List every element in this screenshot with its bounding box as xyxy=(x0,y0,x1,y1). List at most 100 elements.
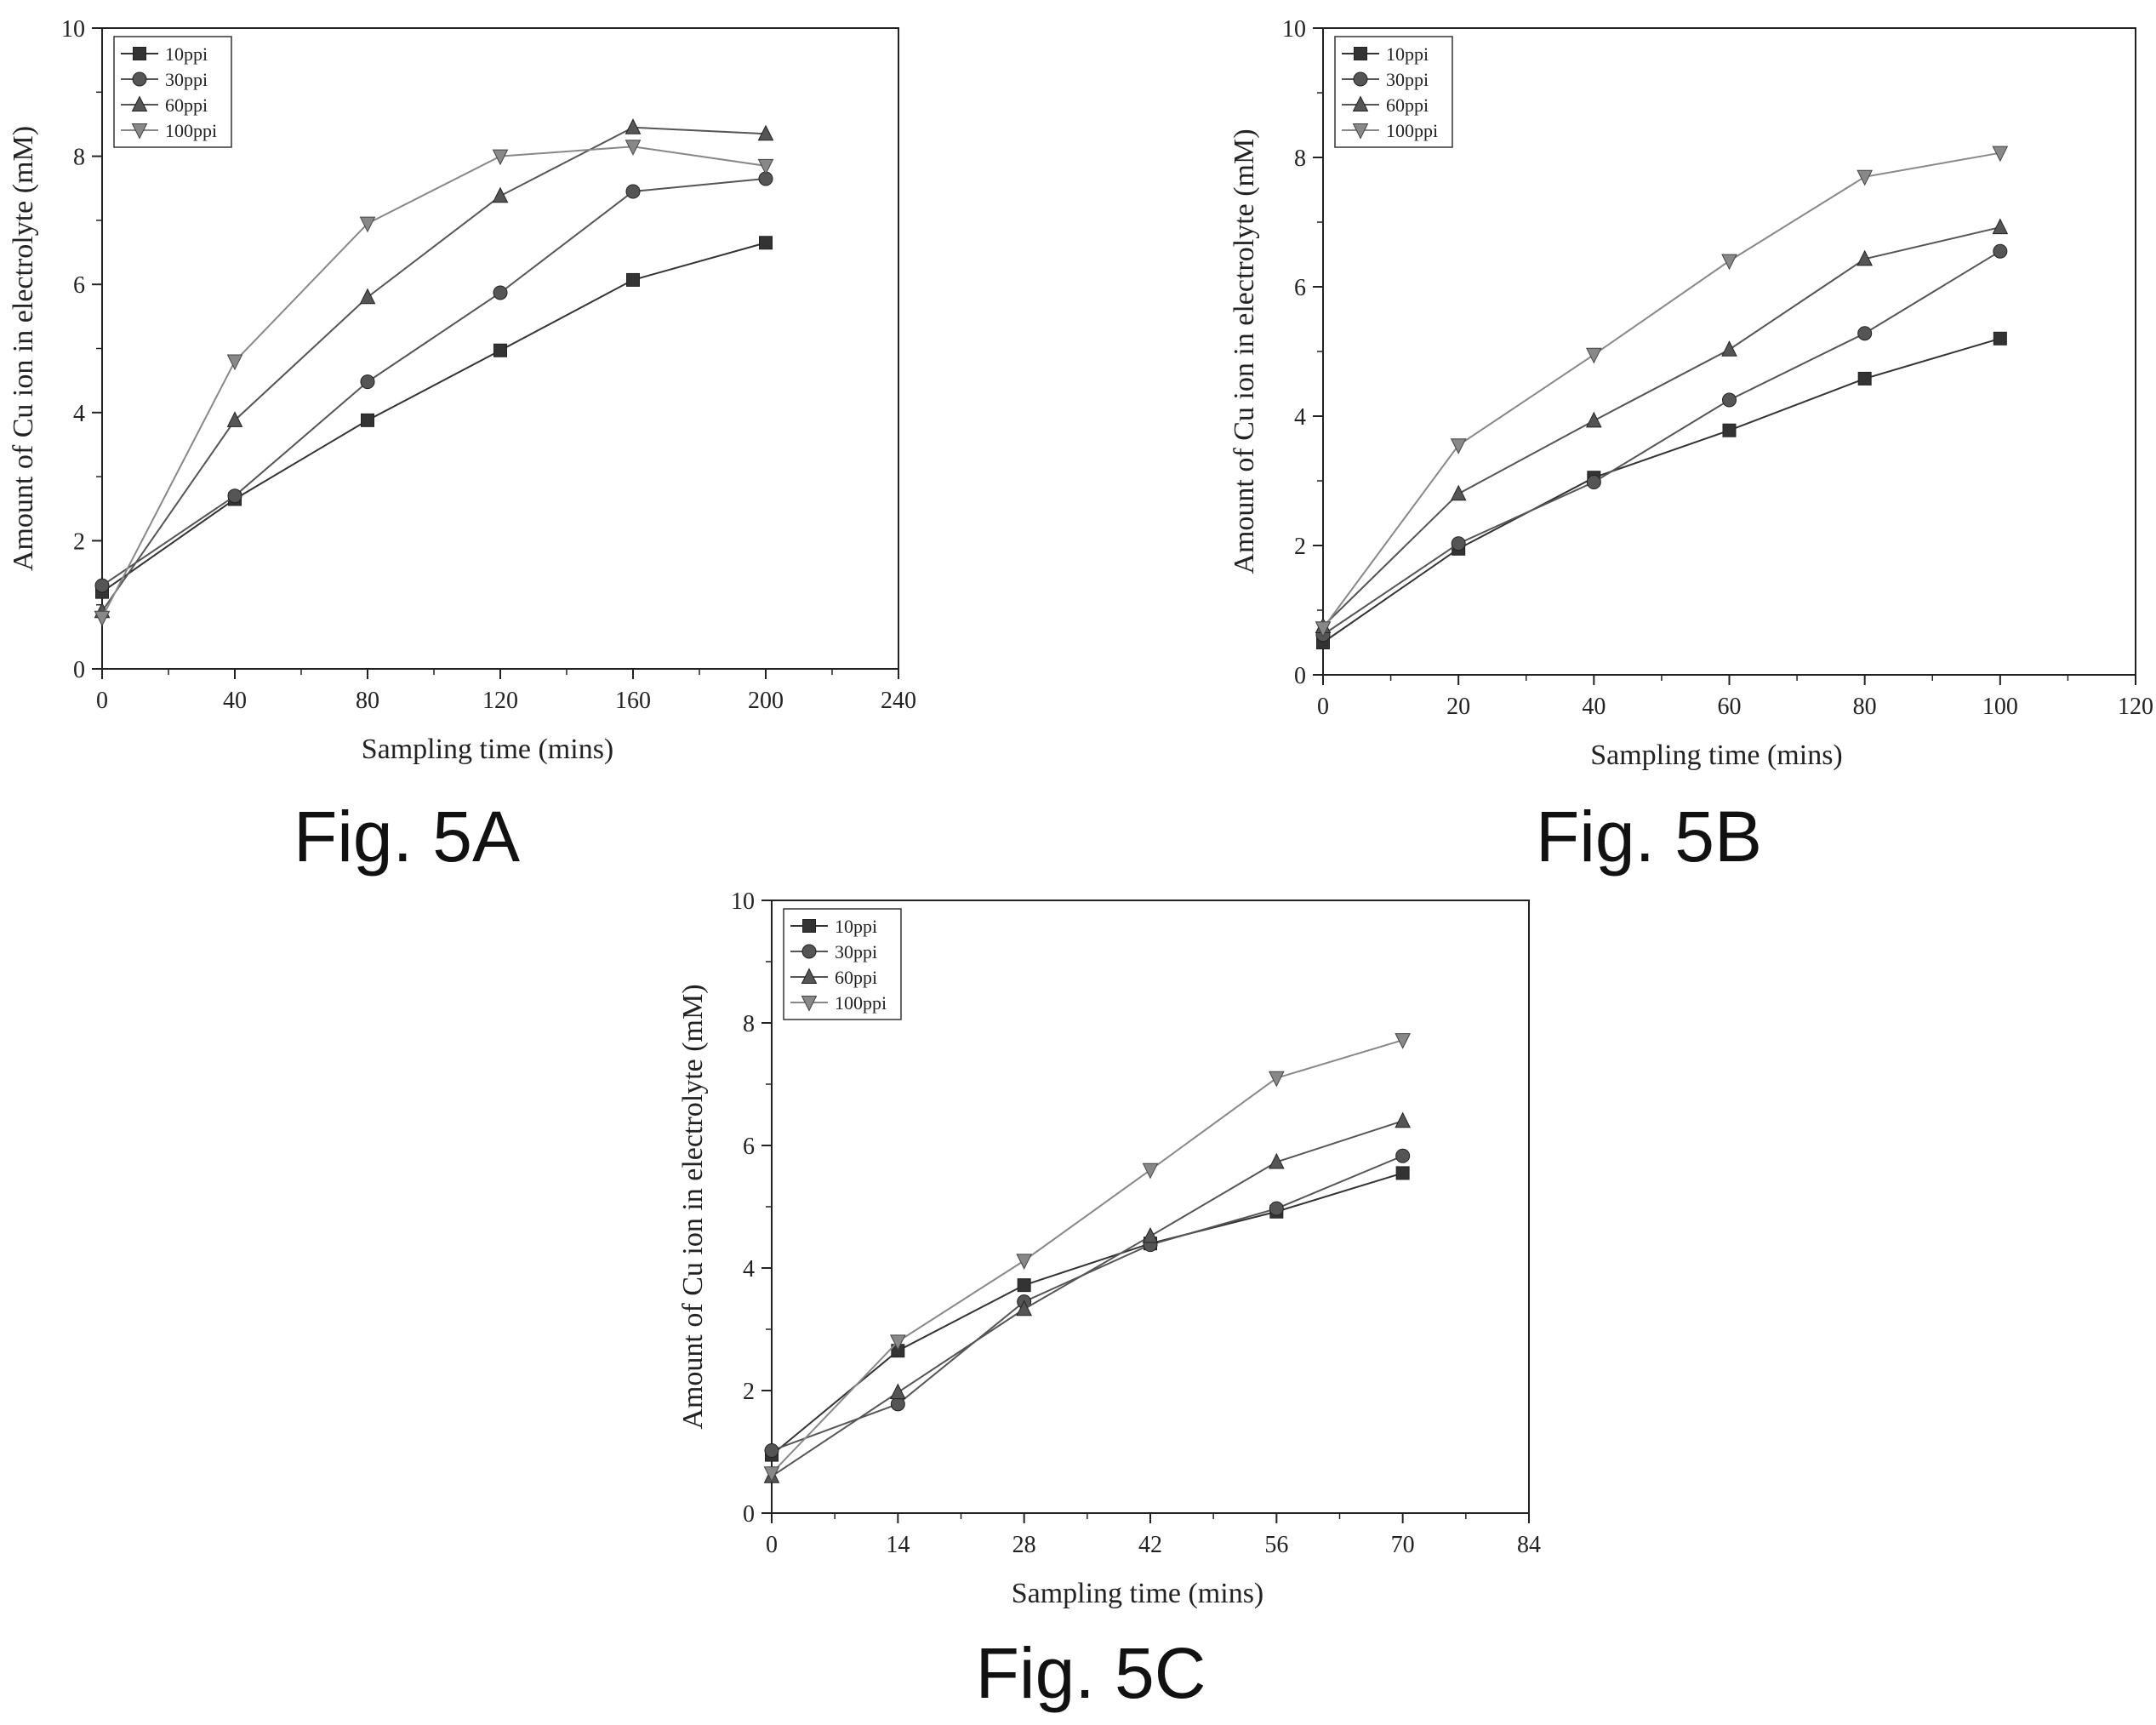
series-line-30ppi xyxy=(771,1155,1404,1452)
data-point-10ppi xyxy=(759,236,773,250)
legend-label: 30ppi xyxy=(1386,69,1429,90)
y-tick-label: 8 xyxy=(73,145,85,171)
data-point-100ppi xyxy=(1142,1162,1159,1180)
legend-label: 30ppi xyxy=(165,69,208,90)
data-point-10ppi xyxy=(493,343,507,357)
y-tick-label: 2 xyxy=(743,1379,755,1405)
y-tick-label: 4 xyxy=(743,1256,755,1282)
legend-label: 100ppi xyxy=(165,120,217,141)
legend-marker xyxy=(133,47,146,60)
legend-marker xyxy=(132,71,147,87)
series-line-10ppi xyxy=(101,242,767,593)
data-point-100ppi xyxy=(1016,1254,1032,1270)
legend-marker xyxy=(801,944,817,959)
chart-panel: 0 20 40 60 80 100 120 0 2 4 6 8 10 Sampling time (min… xyxy=(1229,16,2153,771)
legend-marker xyxy=(1352,95,1369,111)
data-point-30ppi xyxy=(227,488,242,504)
data-point-10ppi xyxy=(1857,371,1872,386)
data-point-100ppi xyxy=(1269,1071,1285,1088)
x-tick-label: 56 xyxy=(1264,1532,1288,1558)
legend-label: 60ppi xyxy=(1386,94,1429,116)
legend-marker xyxy=(1353,71,1368,87)
y-tick-label: 6 xyxy=(73,272,85,299)
y-tick-label: 0 xyxy=(1294,663,1306,689)
x-tick-label: 20 xyxy=(1446,694,1470,720)
data-point-60ppi xyxy=(1992,218,2009,235)
data-point-30ppi xyxy=(890,1397,905,1412)
y-tick-label: 2 xyxy=(73,528,85,555)
data-point-100ppi xyxy=(1586,347,1602,364)
data-point-100ppi xyxy=(1450,438,1467,454)
data-point-30ppi xyxy=(1269,1201,1284,1216)
series-line-30ppi xyxy=(1322,250,2001,636)
x-tick-label: 60 xyxy=(1718,694,1742,720)
x-tick-label: 0 xyxy=(96,688,108,714)
y-tick-label: 8 xyxy=(1294,146,1306,172)
y-tick-label: 10 xyxy=(61,16,85,43)
x-axis-label: Sampling time (mins) xyxy=(1590,740,1843,771)
x-tick-label: 14 xyxy=(886,1532,910,1558)
data-point-100ppi xyxy=(1857,169,1873,186)
data-point-100ppi xyxy=(757,158,774,175)
data-point-100ppi xyxy=(1395,1033,1411,1049)
y-tick-label: 10 xyxy=(731,888,755,915)
data-point-30ppi xyxy=(764,1443,779,1459)
data-point-30ppi xyxy=(1857,326,1873,341)
chart-panel: 0 40 80 120 160 200 240 0 2 4 6 8 10 Sampling time (m… xyxy=(8,16,916,765)
data-point-30ppi xyxy=(360,374,375,390)
y-tick-label: 8 xyxy=(743,1011,755,1037)
data-point-60ppi xyxy=(1269,1152,1285,1169)
x-tick-label: 80 xyxy=(356,688,379,714)
data-point-60ppi xyxy=(1395,1111,1411,1128)
legend-label: 60ppi xyxy=(165,94,208,116)
legend-marker xyxy=(801,968,818,984)
data-point-30ppi xyxy=(94,578,110,593)
y-tick-label: 2 xyxy=(1294,534,1306,560)
figure-caption: Fig. 5C xyxy=(976,1633,1206,1713)
data-point-100ppi xyxy=(1992,146,2009,163)
data-point-60ppi xyxy=(1450,484,1467,501)
data-point-60ppi xyxy=(1721,340,1737,357)
data-point-30ppi xyxy=(625,184,641,199)
x-tick-label: 0 xyxy=(766,1532,778,1558)
x-axis-label: Sampling time (mins) xyxy=(1012,1578,1264,1609)
data-point-100ppi xyxy=(226,354,243,371)
legend-label: 30ppi xyxy=(835,941,877,962)
x-tick-label: 28 xyxy=(1012,1532,1036,1558)
legend-label: 100ppi xyxy=(835,992,887,1014)
y-tick-label: 0 xyxy=(73,657,85,683)
chart-panel: 0 14 28 42 56 70 84 0 2 4 6 8 10 Sampling time (mins)… xyxy=(677,888,1541,1609)
data-point-30ppi xyxy=(1993,243,2008,259)
data-point-100ppi xyxy=(1315,621,1332,637)
y-axis-label: Amount of Cu ion in electrolyte (mM) xyxy=(677,984,709,1429)
x-tick-label: 84 xyxy=(1517,1532,1541,1558)
data-point-60ppi xyxy=(492,186,509,203)
y-axis-label: Amount of Cu ion in electrolyte (mM) xyxy=(8,126,39,571)
series-line-10ppi xyxy=(771,1172,1403,1456)
data-point-100ppi xyxy=(359,216,376,233)
legend-marker xyxy=(1354,47,1367,60)
data-point-30ppi xyxy=(493,285,508,300)
data-point-60ppi xyxy=(890,1383,906,1400)
x-tick-label: 40 xyxy=(223,688,247,714)
series-line-60ppi xyxy=(1322,226,2001,627)
data-point-60ppi xyxy=(1586,411,1602,428)
data-point-10ppi xyxy=(1017,1278,1031,1293)
data-point-60ppi xyxy=(226,411,243,427)
x-tick-label: 120 xyxy=(2118,694,2153,720)
legend-marker xyxy=(131,95,148,111)
series-line-60ppi xyxy=(771,1120,1403,1477)
x-tick-label: 120 xyxy=(482,688,518,714)
figure-caption: Fig. 5B xyxy=(1536,797,1762,877)
x-tick-label: 70 xyxy=(1391,1532,1415,1558)
series-line-100ppi xyxy=(771,1039,1403,1474)
legend-marker xyxy=(801,996,818,1012)
series-line-10ppi xyxy=(1322,337,2001,643)
y-tick-label: 4 xyxy=(73,401,85,427)
data-point-10ppi xyxy=(626,272,640,287)
data-point-100ppi xyxy=(625,140,642,156)
y-axis-label: Amount of Cu ion in electrolyte (mM) xyxy=(1229,129,1260,574)
x-tick-label: 160 xyxy=(615,688,651,714)
series-line-100ppi xyxy=(1322,151,2001,629)
